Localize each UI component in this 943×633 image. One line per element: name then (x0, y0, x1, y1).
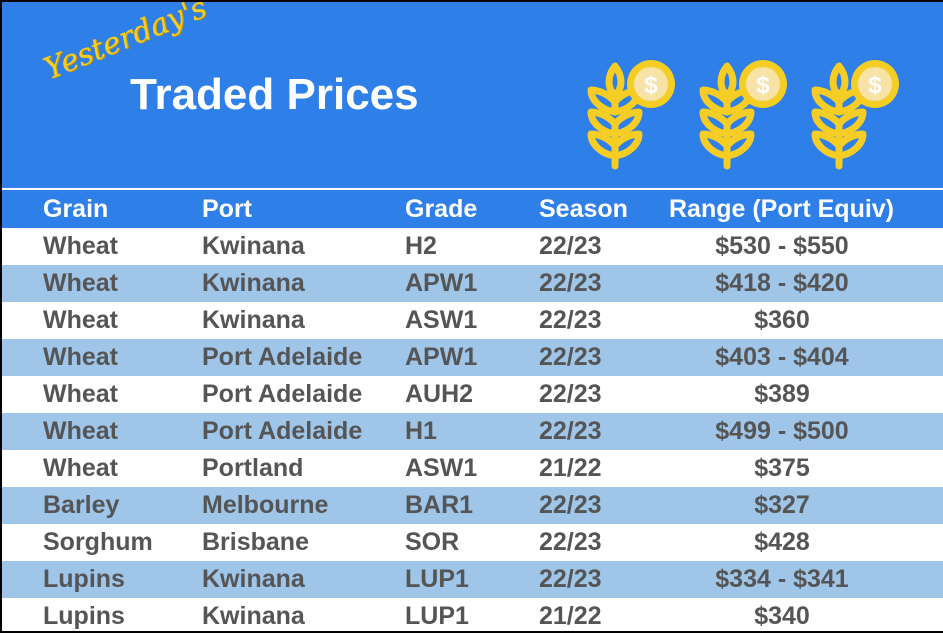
cell-port: Melbourne (202, 487, 405, 524)
cell-range: $418 - $420 (669, 265, 943, 302)
cell-grade: ASW1 (405, 306, 478, 334)
cell-grade: APW1 (405, 265, 539, 302)
col-grain: Grain (2, 190, 202, 228)
svg-text:$: $ (868, 72, 882, 99)
table-row: Wheat Portland ASW1 21/22 $375 (2, 450, 943, 487)
cell-grain: Wheat (43, 454, 118, 482)
cell-port: Port Adelaide (202, 413, 405, 450)
cell-grain: Lupins (43, 602, 125, 630)
table-row: Wheat Port Adelaide APW1 22/23 $403 - $404 (2, 339, 943, 376)
main-title: Traded Prices (130, 70, 419, 119)
cell-port: Kwinana (202, 265, 405, 302)
col-grade: Grade (405, 190, 539, 228)
table-row: Barley Melbourne BAR1 22/23 $327 (2, 487, 943, 524)
cell-season: 22/23 (539, 232, 602, 260)
divider (2, 188, 943, 190)
cell-grain: Sorghum (43, 528, 153, 556)
cell-port: Portland (202, 454, 304, 482)
cell-grade: APW1 (405, 339, 539, 376)
cell-grain: Lupins (2, 561, 202, 598)
cell-grade: H2 (405, 232, 437, 260)
cell-grain: Wheat (2, 339, 202, 376)
cell-grade: ASW1 (405, 454, 478, 482)
cell-season: 22/23 (539, 306, 602, 334)
table-row: Sorghum Brisbane SOR 22/23 $428 (2, 524, 943, 561)
cell-grain: Wheat (43, 380, 118, 408)
cell-grade: SOR (405, 528, 460, 556)
cell-range: $375 (754, 454, 810, 482)
cell-port: Kwinana (202, 306, 305, 334)
cell-port: Kwinana (202, 602, 305, 630)
cell-season: 22/23 (539, 528, 602, 556)
cell-season: 21/22 (539, 454, 602, 482)
cell-season: 21/22 (539, 602, 602, 630)
cell-range: $340 (754, 602, 810, 630)
cell-port: Kwinana (202, 232, 305, 260)
table-row: Wheat Kwinana APW1 22/23 $418 - $420 (2, 265, 943, 302)
cell-range: $403 - $404 (669, 339, 943, 376)
col-range: Range (Port Equiv) (669, 190, 943, 228)
cell-grade: LUP1 (405, 602, 469, 630)
cell-season: 22/23 (539, 265, 669, 302)
wheat-dollar-icon: $ (811, 60, 899, 170)
cell-range: $389 (754, 380, 810, 408)
cell-grain: Barley (2, 487, 202, 524)
cell-range: $334 - $341 (669, 561, 943, 598)
table-row: Wheat Port Adelaide H1 22/23 $499 - $500 (2, 413, 943, 450)
table-row: Lupins Kwinana LUP1 22/23 $334 - $341 (2, 561, 943, 598)
table-row: Lupins Kwinana LUP1 21/22 $340 (2, 598, 943, 631)
svg-text:$: $ (644, 72, 658, 99)
wheat-dollar-icon: $ (587, 60, 675, 170)
cell-grain: Wheat (2, 265, 202, 302)
svg-text:$: $ (756, 72, 770, 99)
cell-season: 22/23 (539, 380, 602, 408)
wheat-dollar-icon: $ (699, 60, 787, 170)
cell-season: 22/23 (539, 487, 669, 524)
cell-port: Brisbane (202, 528, 309, 556)
cell-grain: Wheat (43, 306, 118, 334)
cell-grain: Wheat (43, 232, 118, 260)
table-row: Wheat Port Adelaide AUH2 22/23 $389 (2, 376, 943, 413)
icon-group: $ $ (587, 54, 923, 172)
cell-port: Port Adelaide (202, 380, 363, 408)
cell-grade: AUH2 (405, 380, 474, 408)
col-season: Season (539, 190, 669, 228)
cell-range: $360 (754, 306, 810, 334)
cell-range: $327 (669, 487, 943, 524)
cell-season: 22/23 (539, 561, 669, 598)
banner: Yesterday's Traded Prices $ (2, 2, 943, 188)
table-header-row: Grain Port Grade Season Range (Port Equi… (2, 190, 943, 228)
cell-season: 22/23 (539, 339, 669, 376)
cell-range: $499 - $500 (669, 413, 943, 450)
table-row: Wheat Kwinana ASW1 22/23 $360 (2, 302, 943, 339)
cell-grade: BAR1 (405, 487, 539, 524)
cell-grain: Wheat (2, 413, 202, 450)
cell-grade: H1 (405, 413, 539, 450)
cell-port: Port Adelaide (202, 339, 405, 376)
table-row: Wheat Kwinana H2 22/23 $530 - $550 (2, 228, 943, 265)
prices-table: Grain Port Grade Season Range (Port Equi… (2, 190, 943, 631)
cell-port: Kwinana (202, 561, 405, 598)
cell-season: 22/23 (539, 413, 669, 450)
col-port: Port (202, 190, 405, 228)
cell-grade: LUP1 (405, 561, 539, 598)
cell-range: $428 (754, 528, 810, 556)
cell-range: $530 - $550 (715, 232, 849, 260)
